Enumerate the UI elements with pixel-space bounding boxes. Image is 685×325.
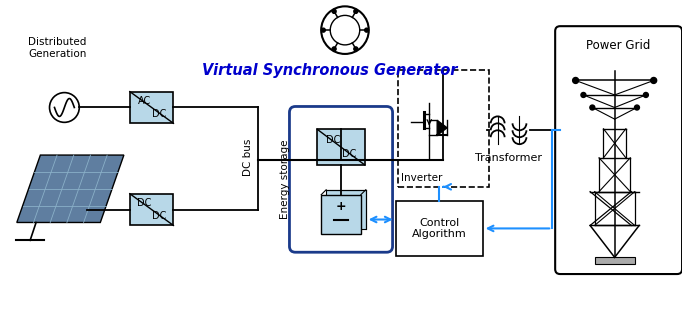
FancyBboxPatch shape (395, 201, 483, 256)
Circle shape (573, 77, 579, 84)
Polygon shape (17, 155, 124, 223)
Circle shape (354, 9, 358, 13)
Circle shape (643, 93, 649, 97)
Text: Distributed
Generation: Distributed Generation (28, 37, 86, 59)
Circle shape (634, 105, 639, 110)
Circle shape (590, 105, 595, 110)
FancyBboxPatch shape (317, 129, 365, 165)
FancyBboxPatch shape (321, 195, 361, 234)
Circle shape (332, 47, 336, 51)
Text: Control
Algorithm: Control Algorithm (412, 218, 466, 239)
Circle shape (651, 77, 657, 84)
FancyBboxPatch shape (130, 194, 173, 226)
Polygon shape (437, 120, 447, 135)
Circle shape (354, 47, 358, 51)
FancyBboxPatch shape (595, 257, 635, 264)
FancyBboxPatch shape (130, 92, 173, 124)
Text: DC: DC (326, 135, 340, 145)
Text: Virtual Synchronous Generator: Virtual Synchronous Generator (202, 63, 458, 78)
Text: Energy storage: Energy storage (280, 140, 290, 219)
Text: Inverter: Inverter (401, 173, 443, 183)
FancyBboxPatch shape (326, 190, 366, 229)
Circle shape (581, 93, 586, 97)
Circle shape (364, 28, 369, 32)
Circle shape (332, 9, 336, 13)
Text: DC: DC (152, 109, 166, 119)
Text: Transformer: Transformer (475, 153, 542, 163)
Text: DC bus: DC bus (242, 138, 253, 176)
Text: DC: DC (342, 149, 356, 159)
Text: AC: AC (138, 96, 151, 106)
Circle shape (321, 28, 325, 32)
FancyBboxPatch shape (555, 26, 682, 274)
Text: Power Grid: Power Grid (586, 39, 651, 52)
Text: DC: DC (137, 198, 151, 208)
Text: DC: DC (152, 211, 166, 221)
Text: +: + (336, 200, 347, 213)
